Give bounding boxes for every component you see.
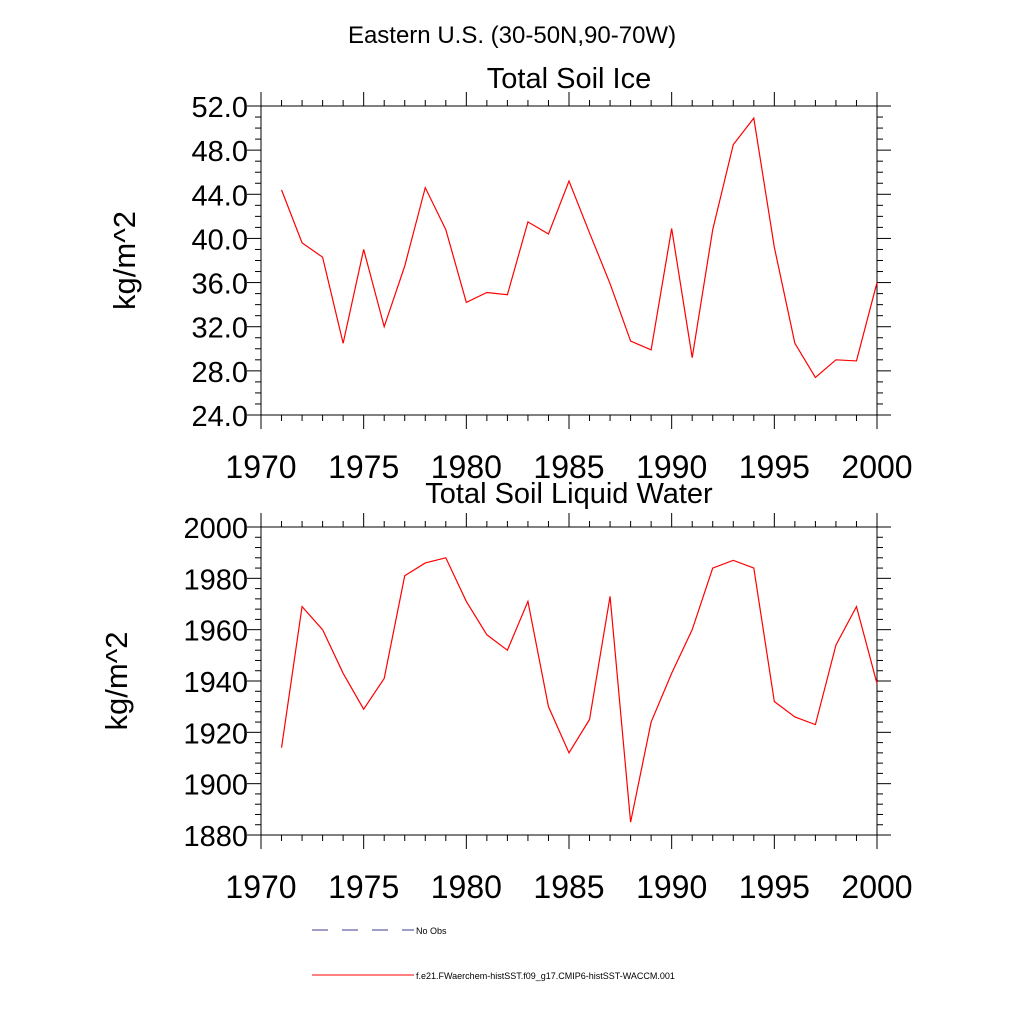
y-tick-label: 28.0 (192, 357, 248, 389)
panel-title: Total Soil Ice (487, 63, 651, 95)
x-tick-label: 2000 (841, 869, 912, 905)
y-tick-label: 52.0 (192, 92, 248, 124)
x-tick-label: 1970 (225, 449, 296, 485)
y-axis-label: kg/m^2 (99, 632, 134, 731)
panel-title: Total Soil Liquid Water (425, 478, 713, 510)
x-tick-label: 1990 (636, 449, 707, 485)
y-tick-label: 1900 (183, 770, 248, 802)
x-tick-label: 1995 (739, 869, 810, 905)
x-tick-label: 1985 (533, 449, 604, 485)
x-tick-label: 1985 (533, 869, 604, 905)
y-tick-label: 1880 (183, 821, 248, 853)
y-tick-label: 40.0 (192, 224, 248, 256)
figure-title: Eastern U.S. (30-50N,90-70W) (348, 22, 676, 49)
x-tick-label: 1975 (328, 869, 399, 905)
x-tick-label: 2000 (841, 449, 912, 485)
series-line-1 (280, 116, 878, 379)
y-tick-label: 1940 (183, 667, 248, 699)
legend-label-1: No Obs (416, 926, 447, 936)
plot-frame (260, 526, 878, 836)
y-tick-label: 1960 (183, 616, 248, 648)
y-tick-label: 32.0 (192, 313, 248, 345)
x-tick-label: 1970 (225, 869, 296, 905)
chart-panel-2: 1970 1975 1980 1985 1990 1995 2000 1880 1900 1920… (99, 478, 913, 905)
chart-panel-1: 1970 1975 1980 1985 1990 1995 2000 24.0 28.0 32.0… (107, 63, 913, 485)
legend: No Obs f.e21.FWaerchem-histSST.f09_g17.CM… (312, 926, 675, 981)
y-tick-label: 1980 (183, 564, 248, 596)
y-tick-label: 44.0 (192, 180, 248, 212)
y-tick-label: 36.0 (192, 269, 248, 301)
y-tick-label: 48.0 (192, 136, 248, 168)
plot-frame (260, 105, 878, 416)
y-tick-label: 1920 (183, 718, 248, 750)
x-tick-label: 1975 (328, 449, 399, 485)
y-tick-label: 2000 (183, 513, 248, 545)
x-tick-label: 1980 (431, 449, 502, 485)
y-axis-label: kg/m^2 (107, 211, 142, 310)
x-tick-label: 1990 (636, 869, 707, 905)
series-line-1 (280, 557, 878, 823)
y-tick-label: 24.0 (192, 401, 248, 433)
x-tick-label: 1995 (739, 449, 810, 485)
legend-label-2: f.e21.FWaerchem-histSST.f09_g17.CMIP6-hi… (416, 971, 675, 981)
x-tick-label: 1980 (431, 869, 502, 905)
